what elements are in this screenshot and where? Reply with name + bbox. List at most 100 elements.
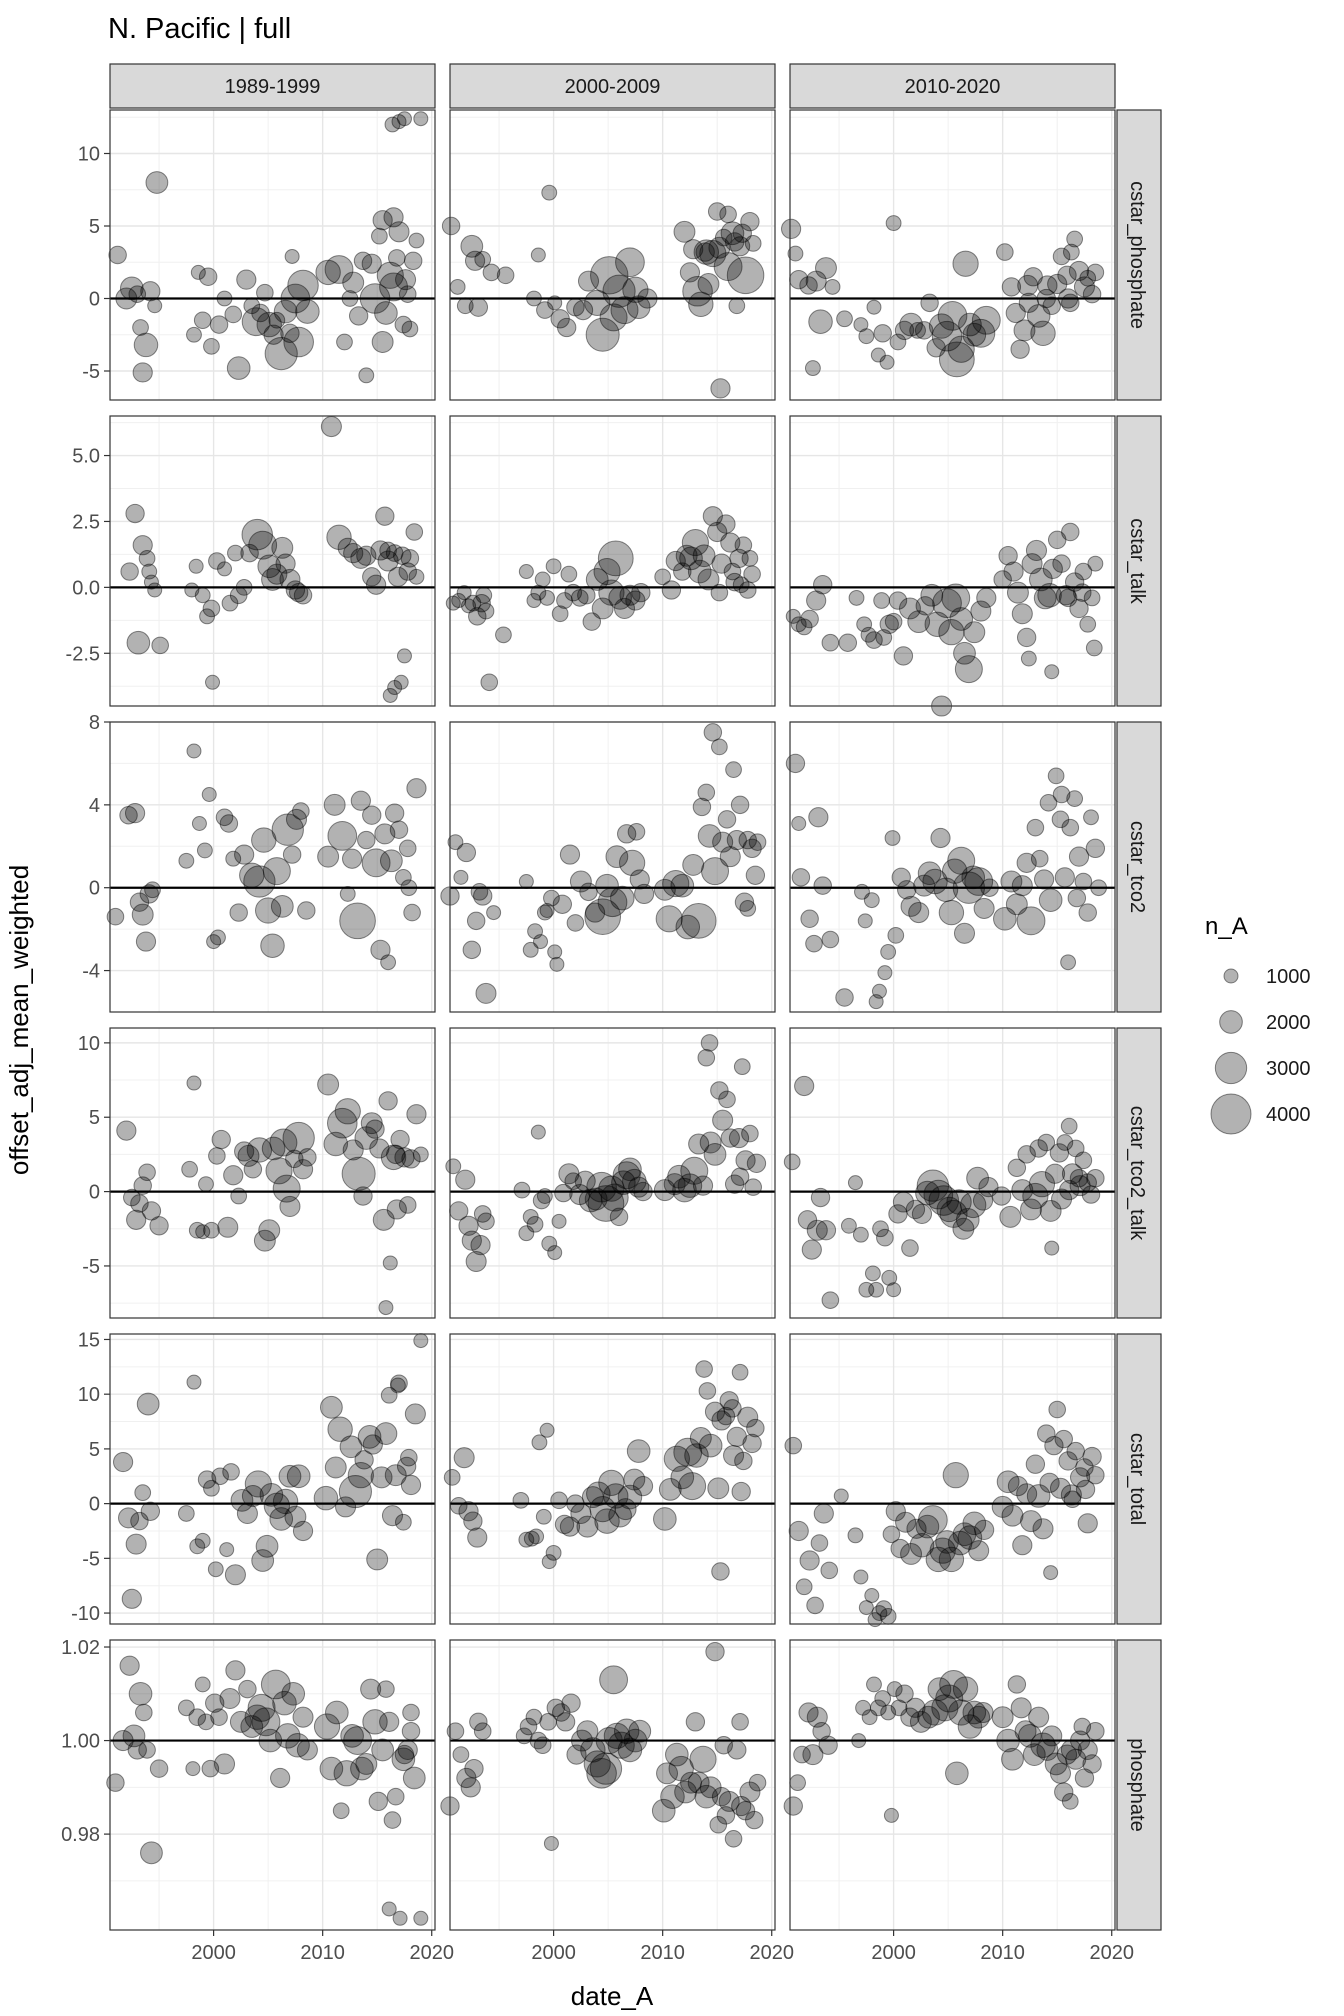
- data-point: [106, 907, 125, 926]
- data-point: [269, 1128, 298, 1157]
- data-point: [554, 1183, 573, 1203]
- data-point: [682, 853, 705, 876]
- data-point: [996, 1728, 1020, 1753]
- data-point: [805, 270, 827, 292]
- data-point: [952, 250, 979, 277]
- data-point: [576, 1515, 599, 1538]
- data-point: [566, 297, 585, 317]
- data-point: [703, 1143, 727, 1166]
- data-point: [1037, 583, 1062, 608]
- data-point: [1033, 586, 1057, 610]
- data-point: [1083, 589, 1101, 607]
- panel-background: [450, 722, 775, 1012]
- data-point: [326, 1107, 358, 1139]
- y-tick-label: 10: [78, 144, 100, 166]
- data-point: [799, 276, 818, 295]
- data-point: [323, 793, 346, 816]
- data-point: [554, 1514, 575, 1535]
- data-point: [453, 869, 469, 885]
- data-point: [1030, 320, 1056, 346]
- data-point: [802, 1744, 824, 1766]
- data-point: [783, 1153, 801, 1171]
- col-strip-2: [789, 63, 1116, 109]
- data-point: [933, 877, 959, 903]
- data-point: [962, 1511, 987, 1536]
- data-point: [391, 1747, 416, 1772]
- data-point: [719, 205, 737, 224]
- data-point: [813, 575, 833, 595]
- data-point: [221, 594, 239, 612]
- data-point: [670, 1465, 695, 1490]
- data-point: [583, 1750, 611, 1778]
- data-point: [800, 609, 819, 629]
- data-point: [728, 297, 746, 315]
- row-strip-3: [1116, 1027, 1162, 1319]
- data-point: [974, 1519, 995, 1540]
- data-point: [1057, 265, 1077, 285]
- data-point: [720, 1128, 740, 1148]
- data-point: [864, 1265, 881, 1282]
- data-point: [619, 584, 641, 606]
- data-point: [198, 267, 218, 286]
- data-point: [702, 506, 723, 527]
- data-point: [398, 562, 417, 581]
- panel-border: [449, 1639, 776, 1931]
- data-point: [207, 1561, 224, 1578]
- data-point: [543, 1835, 559, 1851]
- data-point: [724, 1829, 743, 1848]
- data-point: [333, 1760, 360, 1787]
- data-point: [598, 1175, 625, 1202]
- data-point: [323, 1131, 349, 1157]
- data-point: [398, 839, 417, 858]
- data-point: [607, 1731, 635, 1759]
- data-point: [872, 1220, 889, 1238]
- data-point: [875, 629, 893, 646]
- data-point: [703, 723, 723, 742]
- data-point: [1082, 284, 1102, 304]
- data-point: [798, 1702, 819, 1723]
- data-point: [1005, 893, 1028, 916]
- data-point: [938, 899, 965, 926]
- data-point: [229, 586, 248, 605]
- data-point: [384, 803, 405, 823]
- data-point: [285, 1149, 304, 1169]
- data-point: [251, 827, 277, 853]
- data-point: [342, 848, 363, 869]
- data-point: [716, 1406, 736, 1426]
- data-point: [408, 568, 425, 585]
- data-point: [593, 557, 621, 586]
- data-point: [119, 805, 138, 825]
- data-point: [835, 988, 854, 1007]
- data-point: [673, 1437, 703, 1467]
- data-point: [699, 1131, 722, 1154]
- data-point: [824, 278, 841, 295]
- data-point: [390, 1374, 408, 1393]
- data-point: [689, 1426, 712, 1449]
- data-point: [793, 1745, 811, 1764]
- data-point: [1039, 1472, 1060, 1493]
- data-point: [818, 1735, 838, 1755]
- data-point: [219, 1687, 241, 1709]
- data-point: [313, 1485, 339, 1511]
- data-point: [1001, 1504, 1024, 1527]
- data-point: [697, 568, 720, 591]
- data-point: [379, 1711, 400, 1732]
- data-point: [441, 216, 461, 236]
- data-point: [257, 554, 282, 579]
- panel-border: [449, 109, 776, 401]
- data-point: [589, 1752, 623, 1785]
- data-point: [283, 326, 314, 358]
- data-point: [695, 242, 715, 262]
- data-point: [890, 1699, 908, 1717]
- data-point: [879, 614, 899, 634]
- data-point: [465, 1250, 487, 1273]
- data-point: [1069, 598, 1089, 619]
- data-point: [378, 1300, 394, 1316]
- data-point: [996, 243, 1014, 261]
- data-point: [141, 1201, 162, 1221]
- data-point: [530, 247, 546, 263]
- data-point: [348, 306, 369, 326]
- data-point: [1047, 530, 1067, 550]
- data-point: [603, 1483, 629, 1509]
- data-point: [246, 1137, 273, 1163]
